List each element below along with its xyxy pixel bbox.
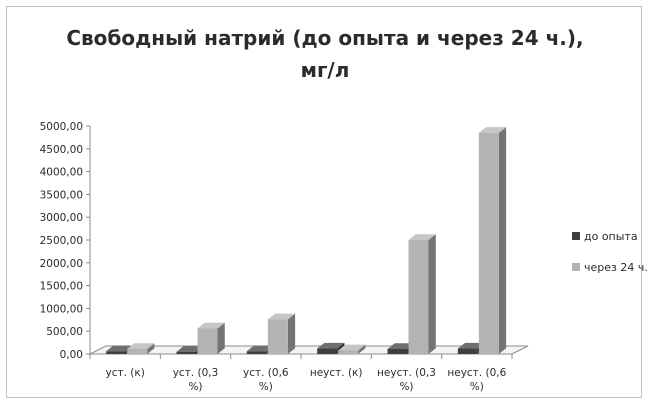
bar-top	[457, 342, 486, 349]
bar-top	[267, 313, 296, 320]
legend-label-0: до опыта	[584, 230, 638, 243]
y-tick-label: 4000,00	[40, 167, 83, 179]
bar-front	[106, 351, 127, 354]
y-tick-label: 3500,00	[40, 189, 83, 201]
bar-front	[127, 348, 148, 354]
y-tick-label: 5000,00	[40, 121, 83, 133]
bar-front	[478, 132, 499, 354]
bar-side	[217, 322, 225, 354]
bar-side	[287, 313, 296, 354]
bar-top	[408, 234, 436, 240]
y-tick-label: 0,00	[60, 349, 83, 361]
y-tick-label: 2500,00	[40, 235, 83, 247]
bar-after-0	[127, 343, 155, 354]
bar-front	[457, 348, 478, 354]
chart-frame	[6, 6, 642, 398]
bar-front	[317, 348, 338, 354]
x-tick-label: уст. (0,3%)	[173, 367, 219, 393]
bar-top	[176, 346, 204, 352]
bar-side	[498, 127, 507, 354]
bar-after-1	[197, 322, 225, 354]
x-tick-label: уст. (к)	[106, 367, 145, 379]
bar-top	[246, 345, 275, 352]
y-tick-label: 4500,00	[40, 144, 83, 156]
bar-front	[408, 240, 429, 354]
bar-front	[246, 351, 267, 354]
bar-top	[338, 344, 366, 351]
bar-top	[127, 343, 155, 349]
y-tick-label: 500,00	[46, 326, 83, 338]
bar-front	[267, 319, 288, 354]
chart-title-line-1: Свободный натрий (до опыта и через 24 ч.…	[66, 26, 584, 50]
x-tick-label: уст. (0,6%)	[243, 367, 289, 393]
bar-top	[197, 322, 225, 329]
y-tick-label: 2000,00	[40, 258, 83, 270]
bar-front	[197, 328, 218, 354]
x-tick-label: неуст. (0,6%)	[447, 367, 506, 393]
bar-after-3	[338, 344, 366, 354]
x-tick-label: неуст. (0,3%)	[377, 367, 436, 393]
bar-top	[106, 345, 134, 352]
bar-after-5	[478, 127, 507, 354]
x-tick-label: неуст. (к)	[310, 367, 363, 379]
legend-swatch-0	[572, 232, 580, 240]
chart-title: Свободный натрий (до опыта и через 24 ч.…	[0, 22, 650, 86]
bar-front	[176, 351, 197, 354]
bar-side	[358, 344, 366, 354]
y-tick-label: 1500,00	[40, 281, 83, 293]
legend-swatch-1	[572, 263, 580, 271]
bar-top	[387, 343, 415, 349]
bar-side	[147, 343, 155, 354]
bar-top	[317, 342, 345, 349]
bar-side	[428, 234, 436, 354]
y-tick-label: 3000,00	[40, 212, 83, 224]
chart-title-line-2: мг/л	[300, 58, 350, 82]
legend-label-1: через 24 ч.	[584, 261, 648, 274]
bar-front	[387, 348, 408, 354]
bar-after-2	[267, 313, 296, 354]
bar-top	[478, 127, 507, 133]
y-tick-label: 1000,00	[40, 303, 83, 315]
bar-front	[338, 350, 359, 354]
bar-after-4	[408, 234, 436, 354]
